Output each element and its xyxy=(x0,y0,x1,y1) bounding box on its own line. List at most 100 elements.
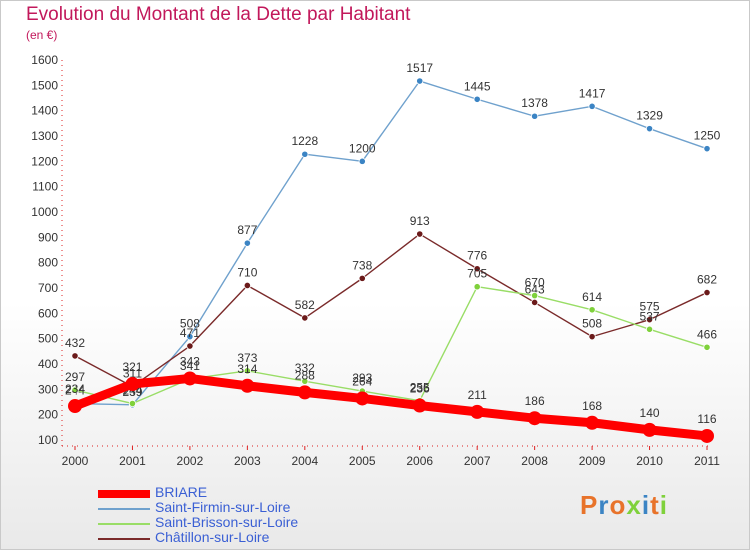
x-tick-label: 2011 xyxy=(694,454,720,468)
data-label: 508 xyxy=(180,317,200,331)
data-point xyxy=(297,385,312,400)
y-tick-label: 1200 xyxy=(31,154,58,168)
data-label: 705 xyxy=(467,267,487,281)
y-tick-label: 900 xyxy=(38,230,58,244)
x-tick-label: 2002 xyxy=(177,454,204,468)
logo-letter: i xyxy=(659,490,668,520)
data-point xyxy=(243,239,251,247)
data-label: 1250 xyxy=(694,129,721,143)
data-point xyxy=(125,377,140,392)
x-tick-label: 2004 xyxy=(291,454,318,468)
series-line-briare xyxy=(70,373,712,441)
y-tick-label: 400 xyxy=(38,357,58,371)
data-point xyxy=(71,386,79,394)
logo-letter: o xyxy=(609,490,627,520)
data-label: 1417 xyxy=(579,86,606,100)
data-point xyxy=(588,333,596,341)
data-point xyxy=(645,325,654,333)
data-label: 508 xyxy=(582,317,602,331)
data-label: 682 xyxy=(697,273,717,287)
y-tick-label: 500 xyxy=(38,332,58,346)
series-line-saint-brisson-sur-loire xyxy=(74,286,708,405)
y-tick-label: 100 xyxy=(38,433,58,447)
data-point xyxy=(645,316,654,324)
data-point xyxy=(243,367,251,375)
data-label: 321 xyxy=(122,360,142,374)
data-label: 234 xyxy=(65,382,85,396)
unit-label: (en €) xyxy=(26,28,58,42)
y-tick-label: 700 xyxy=(38,281,58,295)
data-label: 582 xyxy=(295,298,315,312)
y-tick-label: 200 xyxy=(38,408,58,422)
legend-label: BRIARE xyxy=(155,484,208,500)
x-tick-label: 2000 xyxy=(62,454,89,468)
data-point xyxy=(588,102,596,110)
data-point xyxy=(588,306,596,314)
legend-swatch xyxy=(98,538,150,540)
data-label: 116 xyxy=(697,412,716,426)
data-point xyxy=(473,265,481,273)
data-label: 466 xyxy=(697,327,717,341)
data-point xyxy=(301,377,309,385)
legend-swatch xyxy=(98,490,150,498)
series-line-saint-firmin-sur-loire xyxy=(74,80,708,406)
y-tick-label: 600 xyxy=(38,306,58,320)
x-tick-label: 2005 xyxy=(349,454,376,468)
data-label: 1378 xyxy=(521,96,548,110)
data-label: 1228 xyxy=(291,134,318,148)
data-label: 314 xyxy=(237,362,257,376)
legend-swatch xyxy=(98,508,150,510)
data-label: 297 xyxy=(65,370,85,384)
data-label: 710 xyxy=(237,265,257,279)
data-label: 1200 xyxy=(349,141,376,155)
data-label: 264 xyxy=(352,374,372,388)
data-label: 186 xyxy=(525,394,545,408)
data-label: 432 xyxy=(65,336,85,350)
data-point xyxy=(531,112,539,120)
data-label: 236 xyxy=(410,382,430,396)
legend-label: Saint-Brisson-sur-Loire xyxy=(155,514,299,530)
chart-title: Evolution du Montant de la Dette par Hab… xyxy=(26,4,411,25)
data-label: 343 xyxy=(180,354,200,368)
data-label: 614 xyxy=(582,290,602,304)
y-tick-label: 1600 xyxy=(31,53,58,67)
data-point xyxy=(186,342,194,350)
legend-swatch xyxy=(98,523,150,525)
data-point xyxy=(68,399,82,414)
data-label: 211 xyxy=(468,388,487,402)
data-label: 471 xyxy=(180,326,200,340)
data-point xyxy=(182,371,197,386)
data-point xyxy=(358,274,366,282)
data-label: 877 xyxy=(237,223,257,237)
y-tick-label: 1300 xyxy=(31,129,58,143)
data-label: 311 xyxy=(123,367,142,381)
data-label: 913 xyxy=(410,214,430,228)
data-point xyxy=(703,145,711,153)
data-point xyxy=(473,95,481,103)
x-tick-label: 2007 xyxy=(464,454,491,468)
data-point xyxy=(470,404,485,419)
data-label: 537 xyxy=(640,309,660,323)
data-point xyxy=(412,398,427,413)
data-point xyxy=(240,378,255,393)
data-point xyxy=(703,343,711,351)
data-label: 1517 xyxy=(406,61,433,75)
data-point xyxy=(642,422,657,437)
data-point xyxy=(186,333,194,341)
data-label: 140 xyxy=(640,406,660,420)
data-point xyxy=(585,415,600,430)
data-point xyxy=(416,230,424,238)
proxiti-logo: Proxiti xyxy=(580,490,668,521)
data-point xyxy=(527,411,542,426)
x-tick-label: 2001 xyxy=(119,454,146,468)
data-label: 738 xyxy=(352,258,372,272)
x-tick-label: 2010 xyxy=(636,454,663,468)
data-point xyxy=(645,125,654,133)
data-label: 1329 xyxy=(636,109,663,123)
y-tick-label: 1500 xyxy=(31,78,58,92)
data-label: 332 xyxy=(295,361,315,375)
x-tick-label: 2008 xyxy=(521,454,548,468)
y-tick-label: 300 xyxy=(38,382,58,396)
